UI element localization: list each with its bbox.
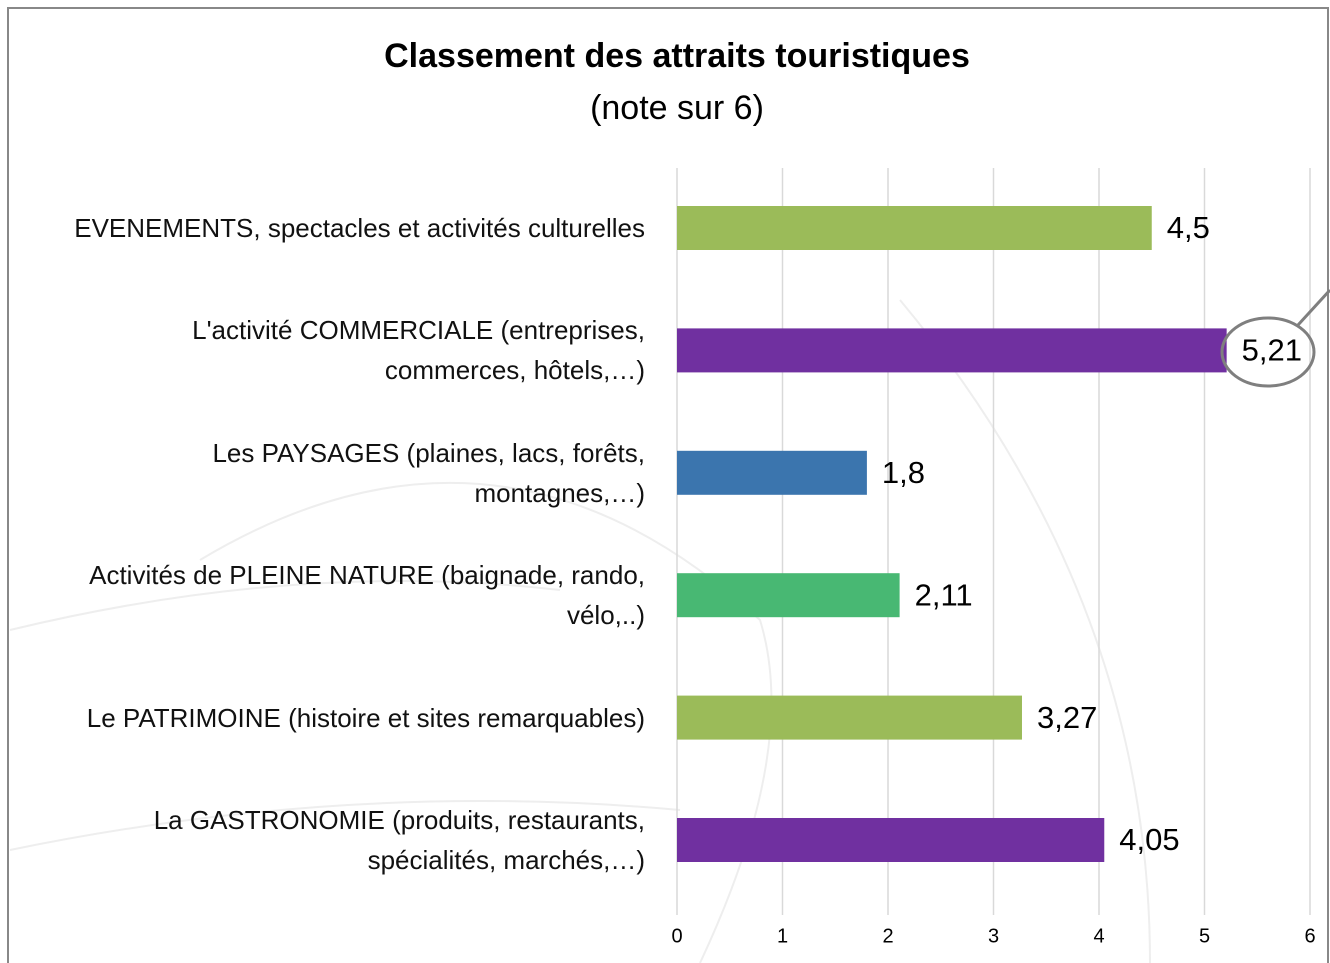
chart-subtitle: (note sur 6) <box>590 89 764 127</box>
data-label: 5,21 <box>1242 333 1302 368</box>
x-tick-label: 6 <box>1304 925 1315 947</box>
bar <box>677 328 1227 373</box>
y-tick-label: Activités de PLEINE NATURE (baignade, ra… <box>89 560 645 631</box>
x-tick-label: 3 <box>988 925 999 947</box>
data-label: 4,5 <box>1167 210 1210 245</box>
bar <box>677 695 1022 740</box>
y-tick-label: Le PATRIMOINE (histoire et sites remarqu… <box>86 702 645 733</box>
highlight-circle <box>1220 316 1316 388</box>
chart-frame <box>7 7 1329 963</box>
y-tick-label: La GASTRONOMIE (produits, restaurants, s… <box>153 805 645 875</box>
data-label: 2,11 <box>915 577 973 612</box>
bar <box>677 206 1152 250</box>
background-arc <box>9 800 681 851</box>
y-tick-label: Les PAYSAGES (plaines, lacs, forêts, mon… <box>212 437 645 508</box>
data-label: 4,05 <box>1119 822 1179 857</box>
bar <box>677 818 1105 862</box>
chart-title: Classement des attraits touristiques <box>384 37 970 75</box>
x-tick-label: 0 <box>671 925 682 947</box>
bar <box>677 573 900 618</box>
x-tick-label: 2 <box>882 925 893 947</box>
x-tick-label: 1 <box>777 925 788 947</box>
bar <box>677 450 867 495</box>
highlight-arrow <box>1296 288 1330 327</box>
background-arc <box>899 299 1151 963</box>
y-tick-label: EVENEMENTS, spectacles et activités cult… <box>74 213 645 243</box>
x-tick-label: 5 <box>1199 925 1210 947</box>
background-arc <box>9 580 561 631</box>
x-tick-label: 4 <box>1093 925 1104 947</box>
data-label: 1,8 <box>882 455 925 490</box>
y-tick-label: L'activité COMMERCIALE (entreprises, com… <box>192 315 645 386</box>
data-label: 3,27 <box>1037 700 1097 735</box>
